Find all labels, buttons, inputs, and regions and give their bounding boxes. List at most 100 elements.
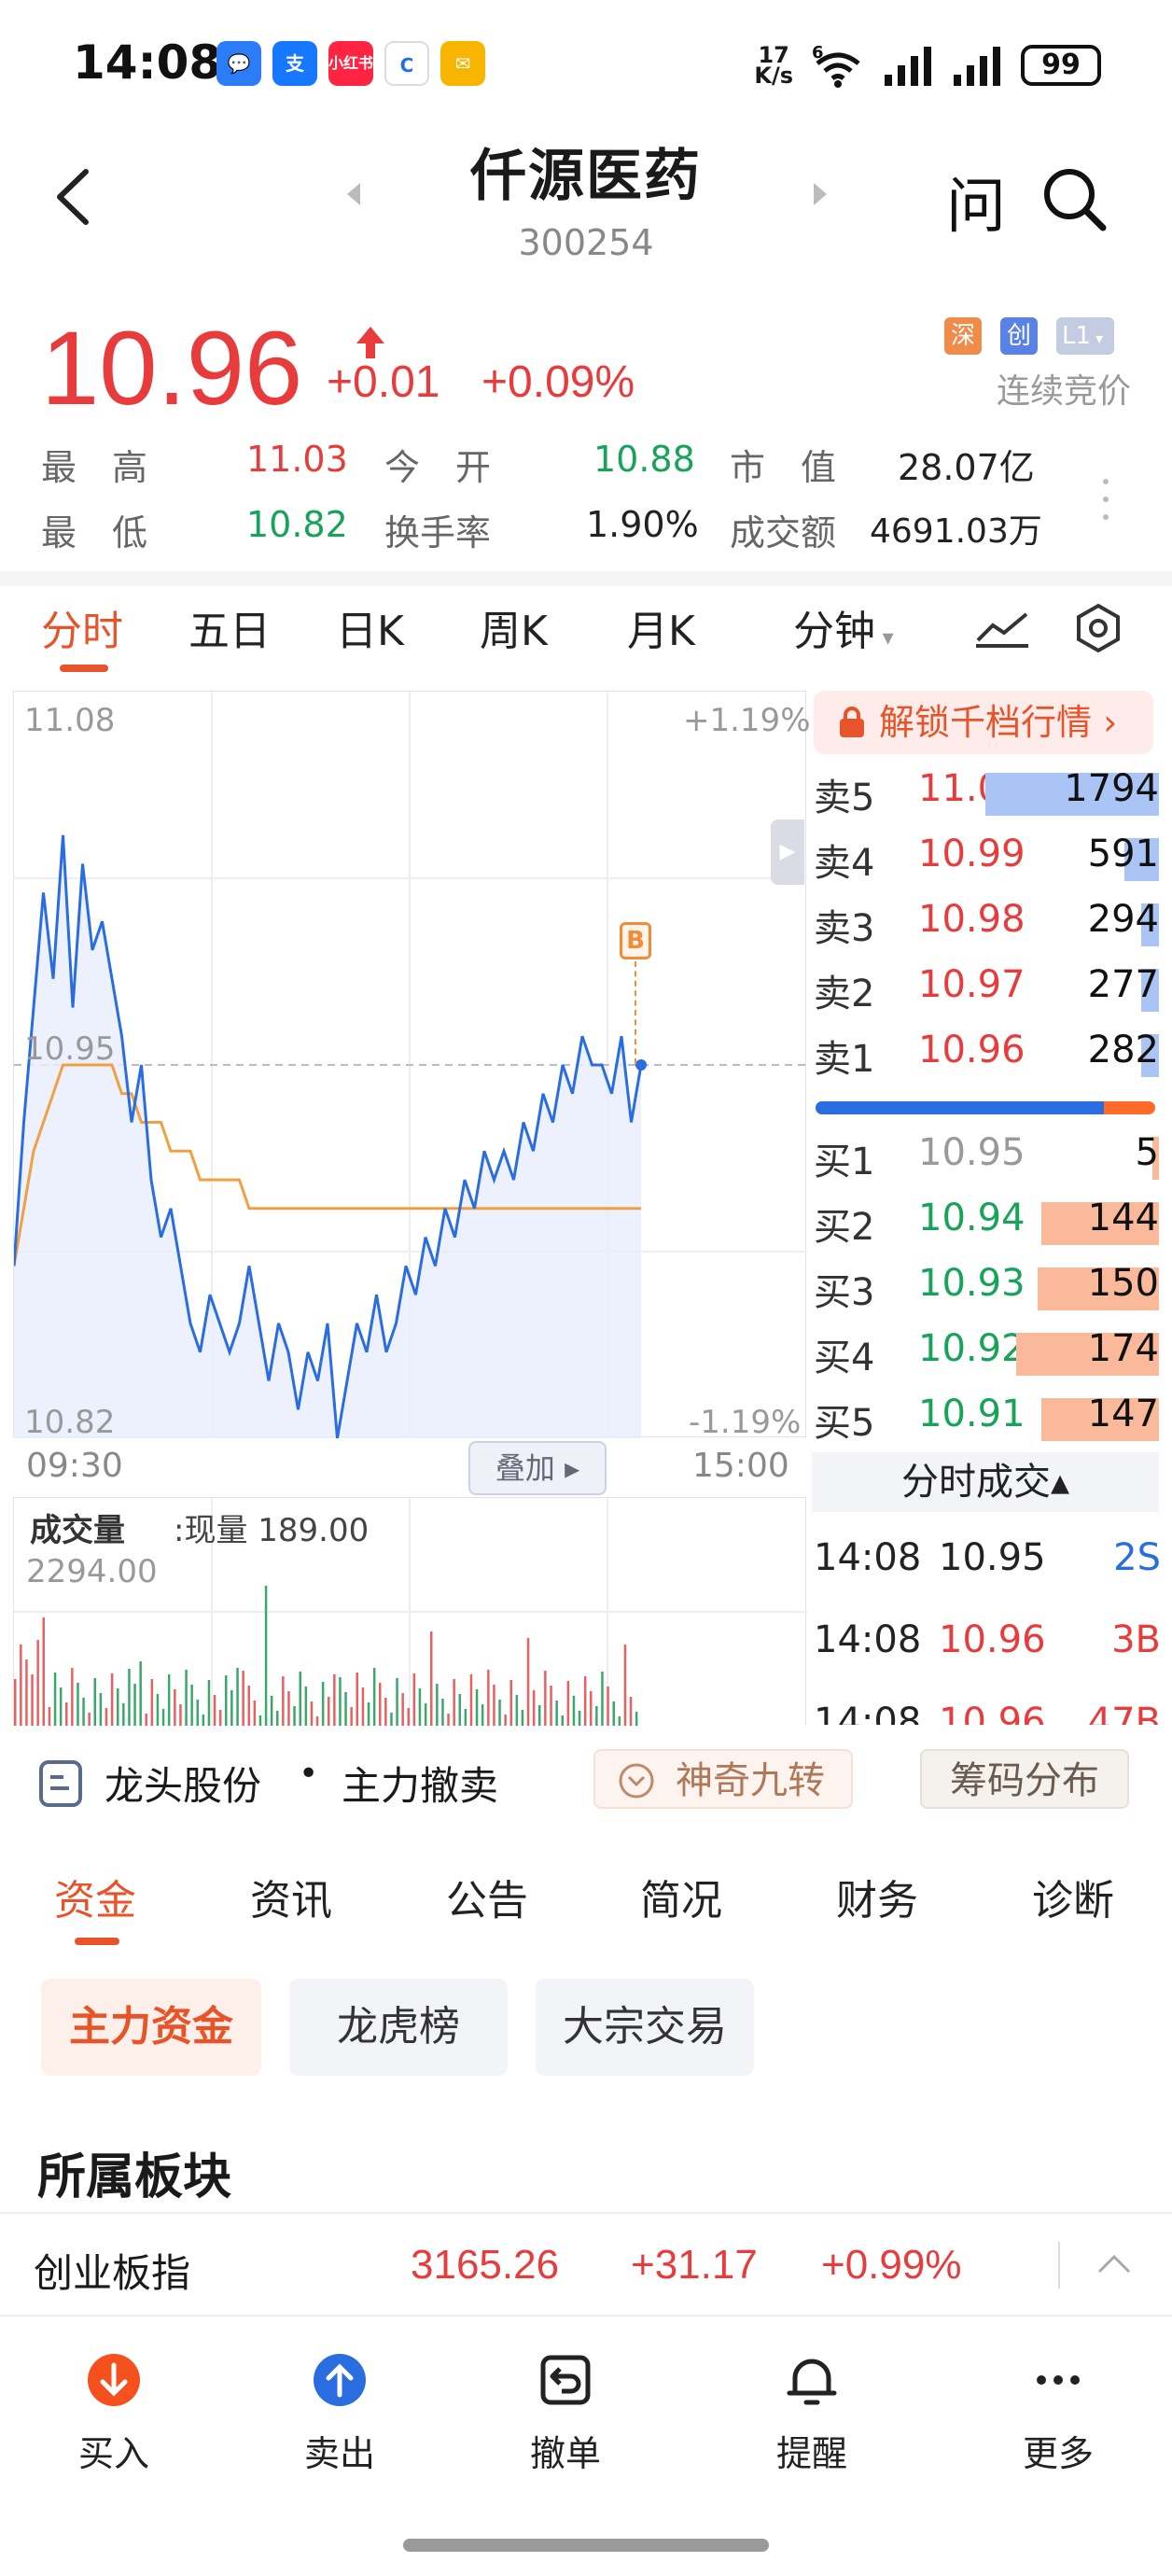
level-price: 10.93 — [918, 1262, 1026, 1305]
tab-announcements[interactable]: 公告 — [446, 1877, 528, 1925]
chart-y-top: 11.08 — [24, 702, 116, 739]
volume-bar — [447, 1714, 450, 1726]
indicator-icon[interactable] — [974, 607, 1030, 650]
bid-row-2[interactable]: 买2 10.94 144 — [812, 1197, 1159, 1253]
nav-sell[interactable]: 卖出 — [265, 2352, 414, 2476]
level-label: 卖4 — [814, 842, 875, 885]
back-arrow-icon[interactable] — [52, 168, 93, 226]
tab-profile[interactable]: 简况 — [640, 1877, 722, 1925]
volume-bar — [612, 1701, 615, 1726]
chart-pct-bottom: -1.19% — [689, 1404, 802, 1441]
tab-monthly-k[interactable]: 月K — [627, 608, 695, 655]
tab-daily-k[interactable]: 日K — [336, 608, 404, 655]
bid-row-3[interactable]: 买3 10.93 150 — [812, 1262, 1159, 1318]
level-label: 买2 — [814, 1206, 875, 1249]
stock-title: 仟源医药 — [470, 144, 702, 209]
volume-bar — [282, 1676, 285, 1726]
level-badge[interactable]: L1 ▾ — [1056, 317, 1114, 355]
signal-leader-stock[interactable]: 龙头股份 — [105, 1763, 262, 1809]
volume-bar — [315, 1716, 319, 1726]
volume-bar — [48, 1707, 51, 1726]
stat-label-amount: 成交额 — [730, 512, 837, 553]
nav-buy[interactable]: 买入 — [39, 2352, 188, 2476]
intraday-chart-svg — [12, 692, 807, 1439]
volume-bar — [390, 1713, 393, 1726]
more-dots-icon[interactable] — [1101, 476, 1110, 523]
buy-marker-b[interactable]: B — [620, 922, 651, 959]
sector-row[interactable]: 创业板指 3165.26 +31.17 +0.99% — [0, 2212, 1172, 2315]
search-icon[interactable] — [1041, 166, 1107, 231]
volume-bar — [384, 1698, 387, 1726]
volume-bar — [401, 1693, 404, 1726]
pill-block-trade[interactable]: 大宗交易 — [536, 1979, 754, 2076]
expand-panel-icon[interactable]: ▶ — [771, 819, 804, 885]
settings-icon[interactable] — [1073, 603, 1123, 653]
pill-main-capital[interactable]: 主力资金 — [41, 1979, 261, 2076]
price-change: +0.01 — [327, 357, 440, 407]
volume-bar — [202, 1715, 205, 1726]
volume-bar — [618, 1716, 621, 1726]
stat-value-turnover: 1.90% — [586, 504, 699, 545]
volume-bar — [299, 1672, 301, 1726]
sector-separator — [1058, 2242, 1060, 2289]
prev-stock-icon[interactable] — [347, 183, 360, 205]
magic-nine-button[interactable]: 神奇九转 — [593, 1749, 853, 1809]
level-label: 买1 — [814, 1141, 875, 1183]
unlock-depth-button[interactable]: 解锁千档行情 › — [814, 691, 1153, 754]
ask-row-5[interactable]: 卖5 11.00 1794 — [812, 767, 1159, 823]
stat-value-mktcap: 28.07亿 — [898, 447, 1035, 488]
last-price-dot — [635, 1059, 647, 1071]
bottom-action-bar — [0, 2315, 1172, 2501]
ask-button[interactable]: 问 — [946, 173, 1006, 242]
tab-minute[interactable]: 分钟 ▾ — [793, 608, 894, 655]
intraday-chart[interactable] — [12, 691, 807, 1439]
ask-row-1[interactable]: 卖1 10.96 282 — [812, 1029, 1159, 1085]
ask-row-4[interactable]: 卖4 10.99 591 — [812, 833, 1159, 889]
nav-cancel-order[interactable]: 撤单 — [491, 2352, 640, 2476]
chip-distribution-button[interactable]: 筹码分布 — [920, 1749, 1129, 1809]
nav-alert[interactable]: 提醒 — [737, 2352, 886, 2476]
volume-depth-bar — [985, 773, 1159, 816]
tab-financials[interactable]: 财务 — [836, 1877, 918, 1925]
tab-news[interactable]: 资讯 — [250, 1877, 332, 1925]
sector-change-pct: +0.99% — [821, 2242, 962, 2288]
tick-volume: 2S — [1113, 1536, 1161, 1579]
tab-five-day[interactable]: 五日 — [188, 608, 271, 655]
volume-bar — [242, 1671, 244, 1726]
tab-capital[interactable]: 资金 — [54, 1877, 136, 1925]
tick-price: 10.96 — [939, 1701, 1046, 1725]
volume-bar — [20, 1645, 22, 1726]
next-stock-icon[interactable] — [814, 183, 827, 205]
ask-row-3[interactable]: 卖3 10.98 294 — [812, 898, 1159, 954]
volume-bar — [253, 1701, 257, 1726]
volume-bar — [59, 1687, 63, 1726]
bid-row-5[interactable]: 买5 10.91 147 — [812, 1393, 1159, 1449]
marker-line — [635, 961, 636, 1064]
signal-main-withdraw[interactable]: 主力撤卖 — [342, 1763, 499, 1809]
chevron-up-icon[interactable] — [1095, 2251, 1133, 2277]
current-price: 10.96 — [41, 310, 303, 427]
volume-bar — [167, 1674, 171, 1726]
stat-label-mktcap: 市 值 — [730, 447, 837, 488]
volume-bar — [105, 1708, 108, 1726]
tab-intraday[interactable]: 分时 — [41, 608, 123, 655]
bid-row-1[interactable]: 买1 10.95 5 — [812, 1131, 1159, 1187]
ask-row-2[interactable]: 卖2 10.97 277 — [812, 963, 1159, 1019]
status-time: 14:08 — [73, 35, 222, 90]
nav-more[interactable]: 更多 — [984, 2352, 1133, 2476]
volume-bar — [339, 1677, 342, 1726]
volume-bar — [247, 1686, 250, 1726]
tick-time: 14:08 — [814, 1618, 922, 1661]
pill-dragon-tiger[interactable]: 龙虎榜 — [289, 1979, 508, 2076]
volume-bar — [225, 1675, 228, 1726]
tick-trades-header[interactable]: 分时成交▴ — [812, 1452, 1159, 1512]
volume-bar — [595, 1706, 598, 1726]
tab-diagnosis[interactable]: 诊断 — [1032, 1877, 1114, 1925]
bid-row-4[interactable]: 买4 10.92 174 — [812, 1327, 1159, 1383]
tab-weekly-k[interactable]: 周K — [480, 608, 548, 655]
volume-bar — [469, 1674, 473, 1726]
stat-label-low: 最 低 — [41, 512, 148, 553]
more-icon — [1037, 2375, 1080, 2385]
level-volume: 174 — [1087, 1327, 1159, 1370]
overlay-button[interactable]: 叠加 ▸ — [468, 1441, 607, 1495]
